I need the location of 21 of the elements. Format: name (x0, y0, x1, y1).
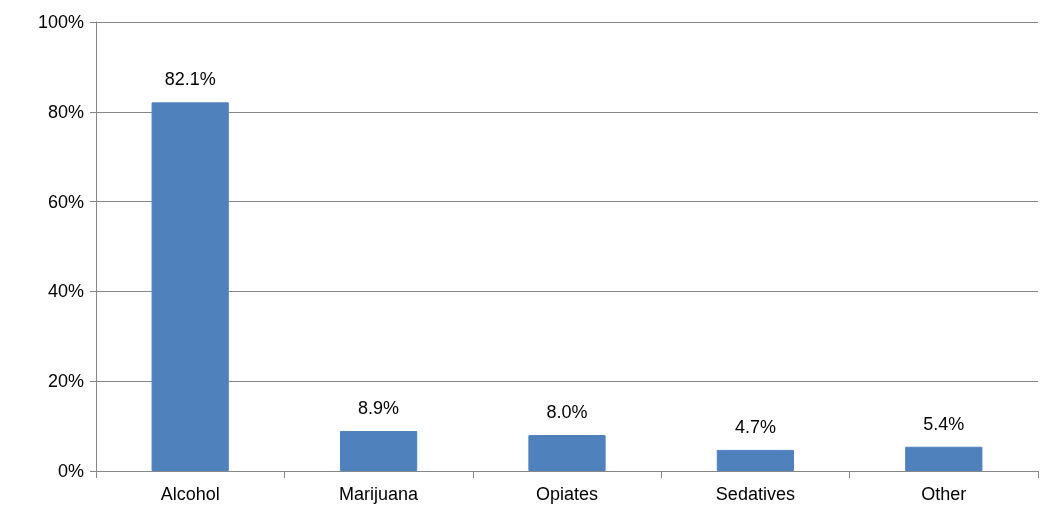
data-label: 5.4% (923, 413, 965, 434)
x-tick-label: Sedatives (715, 484, 795, 504)
bar (339, 431, 418, 471)
bar (716, 449, 795, 471)
data-label: 8.0% (546, 402, 588, 423)
bar (151, 102, 229, 471)
x-tick-label: Marijuana (339, 484, 420, 504)
data-label: 4.7% (734, 416, 776, 437)
x-tick-label: Opiates (535, 484, 599, 504)
data-label: 82.1% (164, 69, 216, 90)
y-tick-label: 20% (47, 371, 84, 392)
y-tick-label: 60% (47, 191, 84, 212)
x-tick-label: Alcohol (160, 484, 220, 504)
y-tick-label: 100% (37, 12, 84, 32)
y-tick-label: 40% (47, 281, 84, 302)
bar (905, 446, 983, 471)
y-tick-label: 0% (57, 461, 84, 481)
bar (528, 435, 606, 471)
x-tick-label: Other (921, 484, 967, 504)
y-tick-label: 80% (47, 101, 84, 122)
data-label: 8.9% (358, 398, 400, 419)
